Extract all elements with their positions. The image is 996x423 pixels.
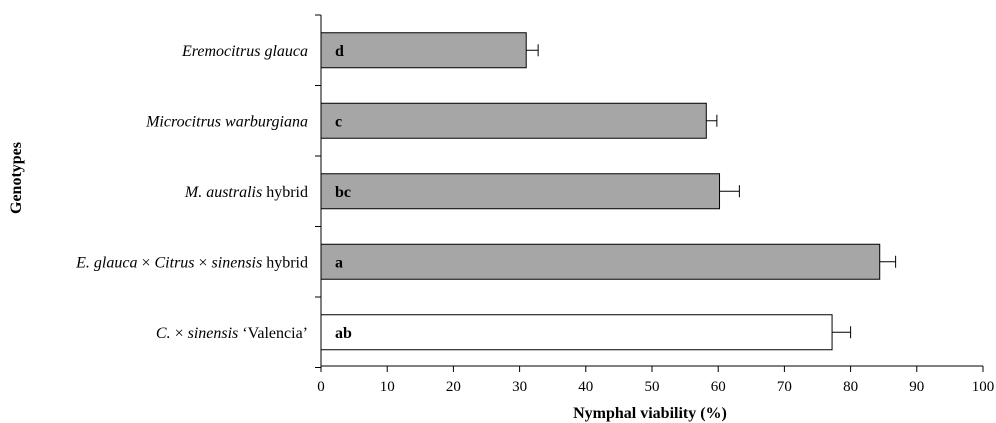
significance-label-4: ab [335,325,352,342]
significance-label-2: bc [335,184,351,201]
x-tick-label-6: 60 [711,379,726,395]
bar-1 [320,102,707,139]
bar-3 [320,243,881,280]
x-tick-label-7: 70 [777,379,792,395]
labels-layer: d Eremocitrus glauca c Microcitrus warburgi… [75,43,352,342]
x-tick-label-2: 20 [446,379,461,395]
category-label-2: M. australis hybrid [184,184,308,201]
category-label-0: Eremocitrus glauca [181,43,308,60]
x-tick-label-1: 10 [380,379,395,395]
x-tick-label-0: 0 [317,379,325,395]
x-tick-label-9: 90 [909,379,924,395]
y-axis-title: Genotypes [8,142,25,214]
bar-2 [320,173,721,210]
bars-layer [320,32,897,351]
significance-label-3: a [335,254,343,271]
x-tick-label-8: 80 [843,379,858,395]
significance-label-1: c [335,113,342,130]
x-tick-label-4: 40 [578,379,593,395]
category-label-4: C. × sinensis ‘Valencia’ [156,325,308,342]
category-label-1: Microcitrus warburgiana [145,113,308,130]
bar-0 [320,32,527,69]
axes-layer: 0 10 20 30 40 50 60 70 80 90 100 [315,14,995,395]
category-label-3: E. glauca × Citrus × sinensis hybrid [75,254,308,271]
bar-4 [320,314,833,351]
significance-label-0: d [335,43,344,60]
x-tick-label-10: 100 [972,379,995,395]
x-tick-label-3: 30 [512,379,527,395]
x-axis-title: Nymphal viability (%) [573,405,727,422]
x-tick-label-5: 50 [645,379,660,395]
